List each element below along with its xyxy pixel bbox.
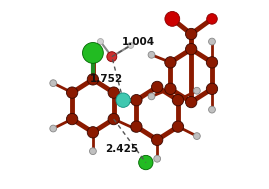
Circle shape bbox=[208, 38, 215, 45]
Circle shape bbox=[50, 80, 57, 87]
Circle shape bbox=[186, 43, 197, 55]
Circle shape bbox=[128, 42, 134, 48]
Circle shape bbox=[108, 87, 119, 98]
Circle shape bbox=[151, 81, 163, 93]
Circle shape bbox=[116, 93, 130, 107]
Circle shape bbox=[66, 87, 78, 98]
Circle shape bbox=[90, 148, 96, 155]
Circle shape bbox=[193, 133, 200, 139]
Circle shape bbox=[172, 121, 184, 132]
Circle shape bbox=[148, 93, 155, 100]
Circle shape bbox=[206, 83, 218, 94]
Circle shape bbox=[131, 125, 138, 132]
Circle shape bbox=[87, 127, 99, 138]
Text: 1.004: 1.004 bbox=[122, 37, 155, 46]
Circle shape bbox=[172, 94, 184, 106]
Circle shape bbox=[107, 52, 117, 62]
Circle shape bbox=[154, 155, 161, 162]
Circle shape bbox=[186, 28, 197, 40]
Circle shape bbox=[151, 134, 163, 146]
Circle shape bbox=[83, 43, 103, 63]
Circle shape bbox=[207, 14, 217, 24]
Circle shape bbox=[186, 96, 197, 108]
Circle shape bbox=[193, 87, 200, 94]
Circle shape bbox=[165, 83, 176, 94]
Circle shape bbox=[87, 74, 99, 85]
Circle shape bbox=[97, 39, 104, 45]
Text: 2.425: 2.425 bbox=[105, 144, 138, 154]
Circle shape bbox=[165, 57, 176, 68]
Circle shape bbox=[108, 113, 119, 125]
Circle shape bbox=[66, 113, 78, 125]
Circle shape bbox=[165, 12, 180, 26]
Circle shape bbox=[131, 94, 142, 106]
Text: 1.752: 1.752 bbox=[90, 74, 123, 84]
Circle shape bbox=[206, 57, 218, 68]
Circle shape bbox=[139, 155, 153, 170]
Circle shape bbox=[50, 125, 57, 132]
Circle shape bbox=[148, 51, 155, 58]
Circle shape bbox=[208, 106, 215, 113]
Circle shape bbox=[131, 121, 142, 132]
